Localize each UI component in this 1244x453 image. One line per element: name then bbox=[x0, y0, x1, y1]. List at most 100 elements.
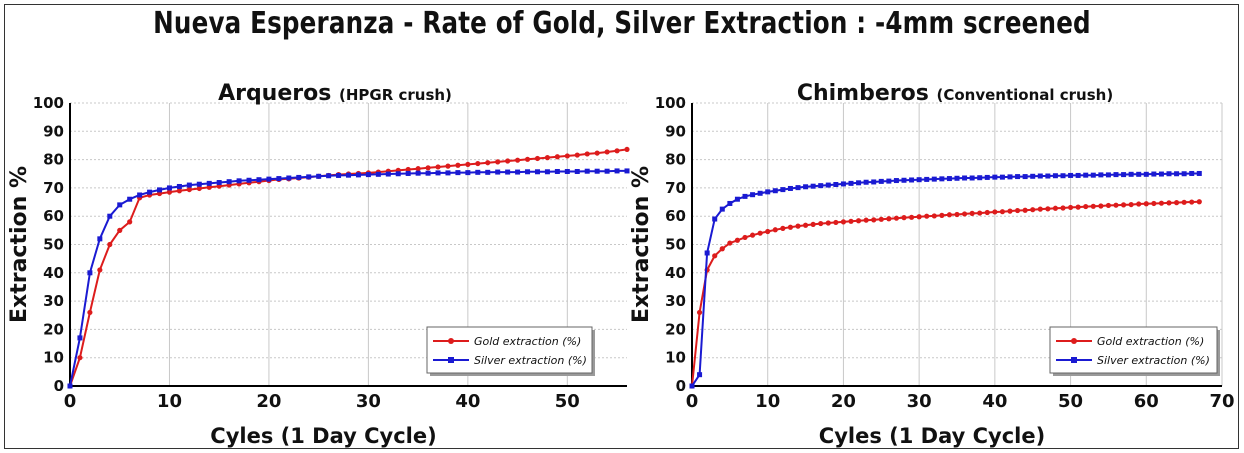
y-tick-label: 0 bbox=[676, 377, 686, 395]
data-point-gold bbox=[787, 224, 794, 230]
data-point-silver bbox=[1068, 172, 1074, 178]
data-point-gold bbox=[863, 217, 869, 223]
y-tick-label: 100 bbox=[33, 94, 64, 112]
data-point-gold bbox=[742, 234, 748, 241]
data-point-gold bbox=[1196, 199, 1202, 205]
data-point-gold bbox=[455, 162, 461, 168]
data-point-silver bbox=[236, 178, 242, 184]
data-point-gold bbox=[594, 150, 600, 156]
data-point-silver bbox=[365, 172, 371, 178]
x-tick-label: 70 bbox=[1209, 391, 1234, 412]
data-point-silver bbox=[878, 178, 884, 184]
data-point-silver bbox=[1015, 174, 1021, 180]
data-point-gold bbox=[544, 155, 551, 161]
data-point-silver bbox=[574, 168, 580, 174]
x-tick-label: 50 bbox=[1058, 391, 1083, 412]
data-point-gold bbox=[405, 166, 411, 173]
data-point-gold bbox=[871, 217, 877, 223]
data-point-gold bbox=[992, 209, 998, 215]
legend: Gold extraction (%) Silver extraction (%) bbox=[426, 326, 595, 376]
legend-marker-silver bbox=[448, 357, 454, 363]
data-point-silver bbox=[1045, 173, 1051, 179]
data-point-silver bbox=[97, 236, 103, 242]
data-point-gold bbox=[1052, 205, 1059, 211]
data-point-gold bbox=[757, 230, 763, 236]
data-point-silver bbox=[1083, 172, 1089, 178]
page-title: Nueva Esperanza - Rate of Gold, Silver E… bbox=[153, 6, 1091, 41]
x-tick-label: 40 bbox=[982, 391, 1007, 412]
legend-marker-gold bbox=[1071, 338, 1077, 344]
data-point-silver bbox=[336, 172, 342, 178]
data-point-gold bbox=[961, 211, 968, 217]
chart-title: Arqueros (HPGR crush) bbox=[218, 81, 452, 106]
data-point-silver bbox=[1136, 171, 1142, 177]
data-point-silver bbox=[525, 169, 531, 175]
data-point-silver bbox=[137, 192, 143, 198]
data-point-gold bbox=[802, 222, 809, 228]
data-point-silver bbox=[405, 170, 411, 176]
x-tick-label: 50 bbox=[555, 391, 580, 412]
data-point-gold bbox=[1083, 203, 1089, 210]
data-point-silver bbox=[893, 178, 899, 184]
data-point-gold bbox=[795, 223, 801, 229]
legend-marker-gold bbox=[448, 338, 454, 344]
data-point-silver bbox=[306, 174, 312, 180]
data-point-silver bbox=[346, 172, 351, 178]
data-point-silver bbox=[765, 189, 771, 195]
data-point-silver bbox=[772, 188, 778, 194]
data-point-gold bbox=[878, 216, 884, 222]
data-point-gold bbox=[435, 164, 441, 170]
data-point-silver bbox=[1113, 172, 1119, 178]
data-point-gold bbox=[1181, 199, 1187, 205]
data-point-silver bbox=[1098, 172, 1104, 178]
data-point-silver bbox=[924, 176, 930, 182]
y-tick-label: 10 bbox=[43, 349, 64, 367]
data-point-gold bbox=[604, 149, 610, 155]
data-point-silver bbox=[803, 184, 809, 190]
data-point-silver bbox=[984, 174, 990, 180]
chart-subtitle: (Conventional crush) bbox=[936, 86, 1113, 104]
x-tick-label: 20 bbox=[831, 391, 856, 412]
data-point-gold bbox=[969, 210, 975, 216]
data-point-silver bbox=[742, 193, 748, 199]
data-point-gold bbox=[916, 214, 922, 220]
data-point-gold bbox=[176, 188, 183, 194]
data-point-silver bbox=[395, 171, 401, 177]
data-point-gold bbox=[127, 219, 133, 225]
y-tick-label: 90 bbox=[665, 122, 686, 140]
data-point-silver bbox=[455, 170, 461, 176]
data-point-silver bbox=[117, 202, 123, 208]
data-point-gold bbox=[772, 227, 778, 233]
data-point-gold bbox=[564, 153, 570, 159]
data-point-silver bbox=[1007, 174, 1013, 180]
data-point-silver bbox=[375, 171, 381, 177]
data-point-silver bbox=[977, 175, 983, 181]
y-axis-label: Extraction % bbox=[7, 166, 32, 323]
data-point-gold bbox=[1158, 200, 1165, 206]
data-point-gold bbox=[1189, 199, 1195, 205]
data-point-silver bbox=[564, 168, 570, 174]
chart-title: Chimberos (Conventional crush) bbox=[797, 81, 1113, 106]
y-tick-label: 60 bbox=[43, 207, 64, 225]
data-point-gold bbox=[584, 151, 590, 157]
data-point-silver bbox=[689, 383, 695, 389]
data-point-silver bbox=[256, 177, 262, 183]
data-point-silver bbox=[107, 213, 113, 219]
data-point-silver bbox=[787, 185, 793, 191]
data-point-silver bbox=[719, 206, 725, 212]
data-point-gold bbox=[908, 214, 915, 220]
data-point-silver bbox=[810, 183, 816, 189]
data-point-silver bbox=[465, 170, 471, 176]
data-point-silver bbox=[226, 179, 232, 185]
data-point-silver bbox=[475, 169, 481, 175]
data-point-gold bbox=[977, 210, 983, 216]
data-point-silver bbox=[87, 270, 93, 276]
data-point-silver bbox=[415, 170, 421, 176]
data-point-silver bbox=[1128, 171, 1134, 177]
data-point-gold bbox=[855, 218, 862, 224]
data-point-gold bbox=[734, 237, 741, 243]
y-tick-label: 70 bbox=[43, 179, 64, 197]
data-point-silver bbox=[1166, 171, 1172, 177]
data-point-silver bbox=[485, 169, 491, 175]
